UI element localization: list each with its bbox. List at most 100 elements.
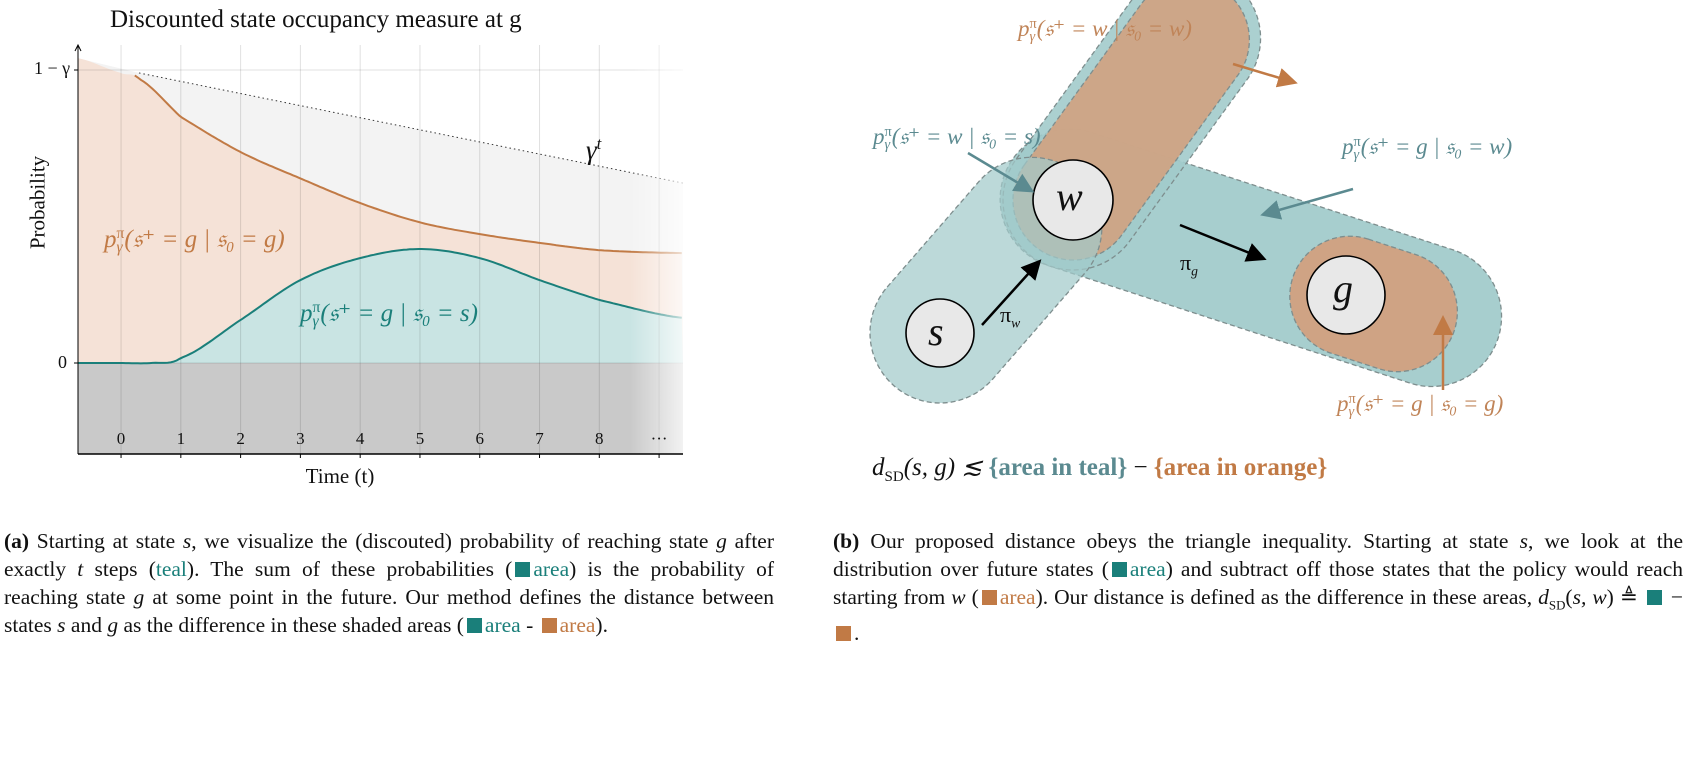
caption-text: (: [1565, 585, 1573, 609]
node-g: [1306, 255, 1386, 335]
caption-text: area: [484, 613, 521, 637]
triangle-diagram: [869, 0, 1503, 404]
caption-text: at some point in the future. Our method …: [4, 585, 774, 637]
caption-b: (b) Our proposed distance obeys the tria…: [833, 527, 1683, 647]
caption-text: (: [965, 585, 979, 609]
x-tick-label: 7: [535, 429, 544, 448]
teal-series-line: [78, 248, 682, 365]
y-axis-label: Probability: [25, 155, 50, 250]
policy-arrow-w: [981, 259, 1042, 326]
label-args: (𝔰⁺ = g | 𝔰₀ = g): [124, 226, 285, 253]
caption-text: Our proposed distance obeys the triangle…: [859, 529, 1520, 553]
caption-text: t: [77, 557, 84, 581]
node-s-label: s: [928, 309, 944, 354]
label-ww: p π γ (𝔰⁺ = w | 𝔰₀ = w): [1018, 15, 1192, 45]
label-gg: p π γ (𝔰⁺ = g | 𝔰₀ = g): [1337, 390, 1504, 420]
x-axis-label: Time (t): [305, 464, 375, 488]
orange-square-icon: [981, 590, 997, 605]
label-gw: p π γ (𝔰⁺ = g | 𝔰₀ = w): [1342, 133, 1513, 163]
caption-text: s: [57, 613, 66, 637]
teal-square-icon: [1111, 562, 1127, 577]
arrow-label-gw: [1260, 187, 1354, 220]
caption-text: and: [65, 613, 108, 637]
caption-text: as the difference in these shaded areas …: [118, 613, 464, 637]
policy-label-w: πw: [1000, 302, 1021, 331]
caption-text: area: [999, 585, 1036, 609]
caption-text: s, w: [1572, 585, 1607, 609]
y-axis-arrow-icon: [74, 43, 82, 52]
y-tick-one-minus-gamma: 1 − γ: [34, 58, 71, 78]
caption-text: ). The sum of these probabilities (: [186, 557, 513, 581]
label-base: p: [873, 124, 885, 149]
caption-text: −: [1664, 585, 1683, 609]
x-tick-label: ···: [650, 429, 668, 448]
chart-title: Discounted state occupancy measure at g: [110, 6, 522, 33]
caption-text: ). Our distance is defined as the differ…: [1035, 585, 1539, 609]
caption-a: (a) Starting at state s, we visualize th…: [4, 527, 774, 639]
node-w-main-circle: [1032, 159, 1114, 241]
arrow-label-ws: [967, 151, 1035, 193]
x-tick-label: 8: [595, 429, 604, 448]
label-args: (𝔰⁺ = w | 𝔰₀ = w): [1036, 16, 1192, 41]
label-args: (𝔰⁺ = g | 𝔰₀ = s): [320, 300, 478, 327]
caption-text: area: [1129, 557, 1166, 581]
label-base: p: [1018, 16, 1030, 41]
caption-text: .: [854, 621, 860, 646]
x-tick-label: 4: [355, 429, 365, 448]
label-base: p: [104, 226, 117, 253]
teal-square-icon: [515, 562, 531, 577]
caption-text: SD: [1548, 598, 1566, 613]
caption-text: , we look at the distribution over futur…: [833, 529, 1683, 581]
caption-text: area: [533, 557, 570, 581]
caption-text: , we visualize the (discouted) probabili…: [191, 529, 717, 553]
occupancy-chart: [74, 43, 684, 458]
x-tick-label: 0: [116, 429, 126, 448]
caption-text: w: [951, 585, 966, 609]
caption-text: g: [107, 613, 119, 637]
y-tick-zero: 0: [58, 352, 67, 372]
caption-text: s: [1519, 529, 1528, 553]
distance-formula: dSD(s, g) ≲ {area in teal} − {area in or…: [872, 454, 1328, 485]
label-args: (𝔰⁺ = g | 𝔰₀ = w): [1360, 134, 1513, 159]
label-base: p: [1342, 134, 1354, 159]
caption-text: (a): [4, 529, 30, 553]
x-tick-label: 6: [475, 429, 484, 448]
caption-text: steps (: [83, 557, 156, 581]
caption-text: g: [716, 529, 727, 553]
orange-square-icon: [541, 618, 557, 633]
label-args: (𝔰⁺ = w | 𝔰₀ = s): [891, 124, 1041, 149]
label-base: p: [1337, 391, 1349, 416]
label-base: p: [300, 300, 313, 327]
caption-text: g: [133, 585, 145, 609]
caption-text: ) ≜: [1606, 585, 1644, 609]
caption-text: -: [520, 613, 539, 637]
node-w-label: w: [1056, 174, 1083, 219]
teal-square-icon: [466, 618, 482, 633]
x-tick-label: 2: [236, 429, 245, 448]
policy-label-g: πg: [1180, 250, 1198, 279]
x-tick-label: 5: [415, 429, 425, 448]
caption-text: ) is the probability of reaching state: [4, 557, 774, 609]
caption-text: s: [182, 529, 192, 553]
policy-arrow-g: [1179, 223, 1267, 262]
x-tick-label: 1: [176, 429, 186, 448]
node-g-label: g: [1333, 266, 1353, 311]
caption-text: (b): [833, 529, 860, 553]
orange-series-label: p π γ (𝔰⁺ = g | 𝔰₀ = g): [104, 225, 285, 257]
teal-square-icon: [1646, 590, 1662, 605]
label-ws: p π γ (𝔰⁺ = w | 𝔰₀ = s): [873, 123, 1041, 153]
caption-text: ) and subtract off those states that the…: [833, 557, 1684, 609]
negative-region: [78, 363, 683, 454]
arrow-label-ww: [1232, 62, 1298, 88]
x-tick-label: 3: [296, 429, 305, 448]
caption-text: after exactly: [4, 529, 774, 581]
caption-text: Starting at state: [29, 529, 183, 553]
caption-text: teal: [155, 557, 187, 581]
node-s: [905, 298, 975, 368]
caption-text: area: [559, 613, 596, 637]
orange-series-line: [134, 74, 682, 255]
caption-text: d: [1538, 585, 1549, 609]
label-args: (𝔰⁺ = g | 𝔰₀ = g): [1355, 391, 1504, 416]
caption-text: ).: [595, 613, 608, 637]
gamma-t-label: γt: [586, 134, 602, 165]
